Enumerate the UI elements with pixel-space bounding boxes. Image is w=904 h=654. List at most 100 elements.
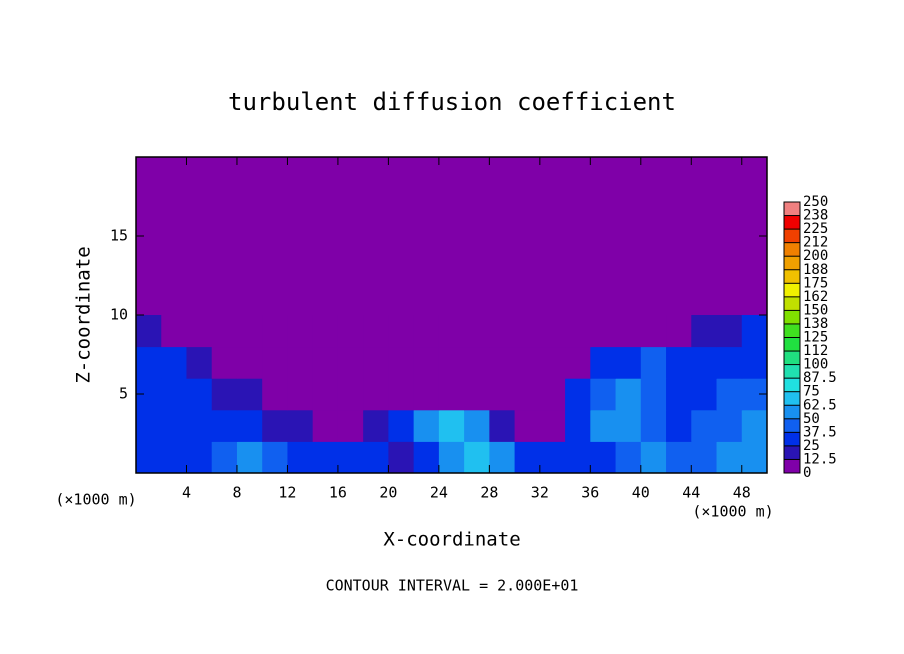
heatmap-cell [565, 346, 591, 379]
heatmap-cell [640, 346, 667, 379]
colorbar-label: 125 [803, 330, 828, 346]
heatmap-cell [287, 409, 314, 442]
heatmap-cell [615, 441, 642, 474]
heatmap-cell [539, 315, 566, 348]
heatmap-cell [337, 315, 364, 348]
heatmap-cell [438, 441, 465, 474]
heatmap-cell [716, 378, 743, 411]
heatmap-cell [464, 378, 490, 411]
heatmap-cell [539, 441, 566, 474]
heatmap-cell [287, 441, 314, 474]
colorbar-swatch [784, 391, 800, 406]
heatmap-cell [136, 409, 162, 442]
heatmap-cell [186, 315, 213, 348]
heatmap-cell [186, 441, 213, 474]
colorbar-label: 188 [803, 262, 828, 278]
colorbar-swatch [784, 364, 800, 379]
heatmap-cell [539, 409, 566, 442]
x-tick-label: 12 [278, 484, 296, 502]
heatmap-cell [590, 346, 617, 379]
heatmap-cell [262, 315, 288, 348]
heatmap-cell [287, 315, 314, 348]
heatmap-cell [262, 441, 288, 474]
heatmap-cell [337, 346, 364, 379]
heatmap-cell [161, 346, 187, 379]
heatmap-cell [514, 409, 541, 442]
x-tick-label: 8 [232, 484, 241, 502]
x-tick-label: 4 [182, 484, 191, 502]
heatmap-cell [716, 315, 743, 348]
heatmap-cell [691, 378, 718, 411]
colorbar-swatch [784, 296, 800, 311]
y-unit-label: (×1000 m) [55, 491, 136, 509]
heatmap-cell [363, 315, 389, 348]
x-tick-label: 48 [733, 484, 751, 502]
heatmap-cell [211, 346, 238, 379]
heatmap-cell [438, 409, 465, 442]
colorbar-swatch [784, 337, 800, 352]
heatmap-cell [514, 441, 541, 474]
heatmap-cell [565, 315, 591, 348]
x-tick-label: 36 [581, 484, 599, 502]
heatmap-cell [211, 409, 238, 442]
heatmap-cell [312, 378, 339, 411]
heatmap-cell [287, 346, 314, 379]
colorbar-label: 138 [803, 316, 828, 332]
heatmap-cell [489, 441, 516, 474]
heatmap-cell [438, 315, 465, 348]
x-tick-label: 40 [632, 484, 650, 502]
heatmap-cell [337, 378, 364, 411]
heatmap-cell [413, 315, 440, 348]
heatmap-cell [287, 378, 314, 411]
heatmap-cell [262, 346, 288, 379]
heatmap-cell [388, 315, 415, 348]
heatmap-cell [666, 409, 692, 442]
heatmap-cell [741, 346, 768, 379]
heatmap-cell [489, 409, 516, 442]
heatmap-cell [312, 441, 339, 474]
heatmap-cell [514, 346, 541, 379]
heatmap-cell [363, 441, 389, 474]
heatmap-cell [136, 346, 162, 379]
heatmap-cell [741, 441, 768, 474]
heatmap-cell [413, 409, 440, 442]
heatmap-cell [590, 315, 617, 348]
colorbar-swatch [784, 351, 800, 365]
colorbar-label: 238 [803, 208, 828, 224]
heatmap-cell [363, 378, 389, 411]
heatmap-cell [337, 441, 364, 474]
heatmap-cell [161, 378, 187, 411]
heatmap-cell [186, 346, 213, 379]
heatmap-cell [615, 315, 642, 348]
x-tick-label: 44 [682, 484, 700, 502]
heatmap-cell [514, 315, 541, 348]
colorbar-swatch [784, 283, 800, 297]
heatmap-cell [236, 346, 263, 379]
colorbar-swatch [784, 432, 800, 446]
heatmap-cell [262, 378, 288, 411]
colorbar-swatch [784, 459, 800, 473]
colorbar-label: 50 [803, 411, 820, 427]
heatmap-cell [615, 346, 642, 379]
heatmap-cell [716, 409, 743, 442]
heatmap-cell [312, 409, 339, 442]
heatmap-cell [413, 346, 440, 379]
heatmap-cell [640, 441, 667, 474]
colorbar-swatch [784, 229, 800, 243]
heatmap-cell [716, 346, 743, 379]
colorbar-swatch [784, 256, 800, 270]
heatmap-cell [464, 409, 490, 442]
x-tick-label: 16 [329, 484, 347, 502]
colorbar-swatch [784, 445, 800, 460]
colorbar-swatch [784, 242, 800, 257]
heatmap-cell [312, 315, 339, 348]
heatmap-cell [464, 346, 490, 379]
heatmap-cell [691, 346, 718, 379]
colorbar-label: 162 [803, 289, 828, 305]
heatmap-cell [363, 346, 389, 379]
heatmap-cell [565, 409, 591, 442]
colorbar-label: 75 [803, 384, 820, 400]
heatmap-cell [741, 315, 768, 348]
heatmap-cell [236, 315, 263, 348]
heatmap-cell [565, 378, 591, 411]
